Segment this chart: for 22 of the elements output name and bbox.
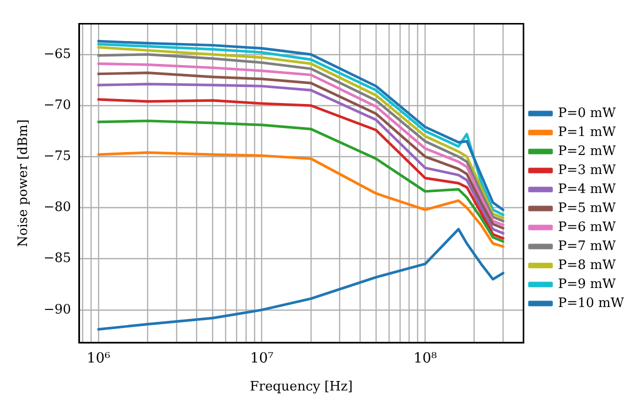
- legend-label: P=0 mW: [558, 106, 616, 121]
- legend-label: P=8 mW: [558, 258, 616, 273]
- x-tick-label: 10⁷: [250, 350, 274, 367]
- y-axis-title: Noise power [dBm]: [16, 119, 32, 247]
- y-tick-label: −75: [44, 149, 72, 164]
- y-tick-label: −70: [44, 98, 72, 113]
- legend-label: P=5 mW: [558, 200, 616, 216]
- legend-label: P=10 mW: [558, 296, 625, 311]
- legend-label: P=4 mW: [558, 182, 616, 197]
- x-tick-label: 10⁸: [413, 350, 438, 367]
- x-tick-label: 10⁶: [86, 350, 111, 367]
- legend-label: P=3 mW: [558, 162, 616, 178]
- y-tick-label: −90: [44, 302, 72, 318]
- legend-label: P=6 mW: [558, 220, 616, 235]
- x-axis-title: Frequency [Hz]: [250, 380, 353, 395]
- legend-label: P=9 mW: [558, 276, 616, 292]
- y-tick-label: −85: [44, 251, 72, 266]
- y-tick-label: −80: [44, 200, 72, 216]
- y-tick-label: −65: [44, 46, 72, 62]
- legend-label: P=1 mW: [558, 124, 616, 140]
- legend-label: P=7 mW: [558, 238, 616, 254]
- legend-label: P=2 mW: [558, 144, 616, 159]
